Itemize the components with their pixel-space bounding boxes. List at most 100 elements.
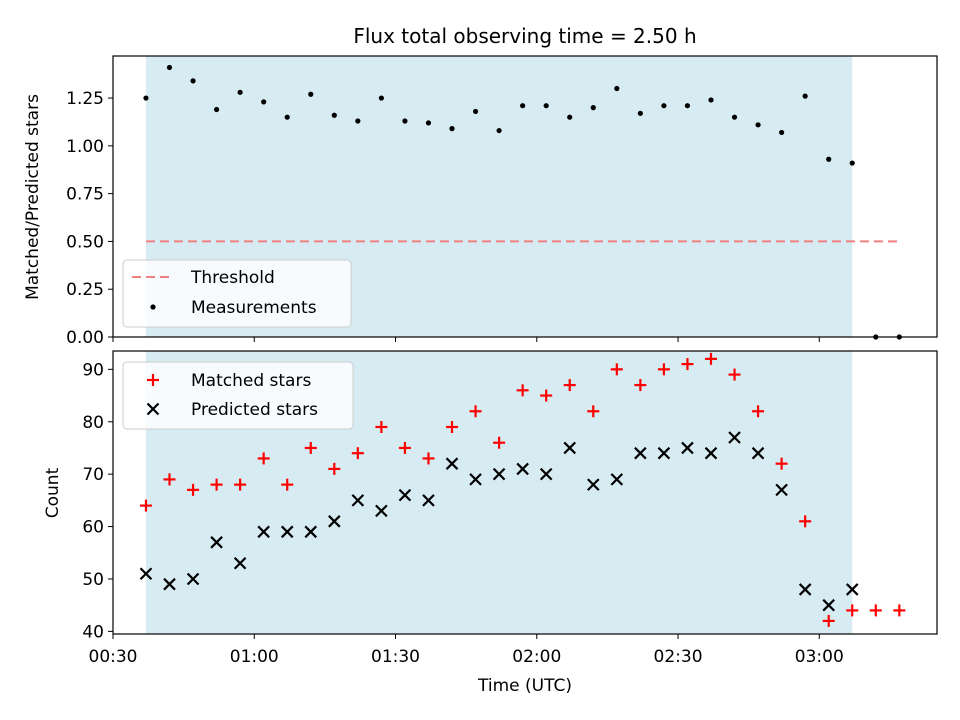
top-panel: 0.00 0.25 0.50 0.75 1.00 1.25 Matched/Predict… (23, 55, 938, 348)
top-ytick-label: 0.25 (66, 280, 104, 300)
measurement-point (614, 85, 620, 92)
x-axis-label: Time (UTC) (477, 676, 572, 696)
bottom-xtick-label: 03:00 (795, 647, 844, 667)
bottom-ytick-label: 60 (82, 518, 104, 538)
measurement-point (520, 103, 526, 109)
top-legend: Threshold Measurements (122, 259, 352, 328)
predicted-star-point (657, 446, 671, 460)
matched-star-point (257, 452, 270, 465)
bottom-ytick-label: 70 (82, 465, 104, 485)
top-ytick-label: 0.00 (66, 328, 104, 348)
measurement-point (826, 156, 832, 162)
predicted-star-point (492, 467, 506, 481)
matched-star-point (210, 478, 223, 491)
bottom-ytick-label: 40 (82, 622, 104, 642)
matched-star-point (610, 363, 623, 376)
predicted-star-point (351, 494, 365, 507)
matched-star-point (516, 384, 529, 397)
measurement-point (449, 126, 455, 132)
bottom-xtick-label: 02:30 (654, 647, 703, 667)
bottom-ytick-label: 80 (82, 413, 104, 433)
measurement-point (637, 110, 643, 116)
bottom-legend-box (122, 361, 354, 430)
measurement-point (472, 108, 479, 115)
matched-star-point (540, 389, 553, 402)
predicted-marker-b (351, 494, 365, 507)
bottom-yticks: 40 50 60 70 80 90 (82, 360, 113, 642)
predicted-star-point (775, 483, 788, 497)
predicted-star-point (728, 431, 741, 444)
measurement-point (661, 103, 667, 109)
matched-star-point (163, 473, 176, 486)
predicted-star-point (469, 473, 482, 486)
predicted-star-point (845, 583, 859, 596)
predicted-legend-label: Predicted stars (191, 400, 318, 420)
bottom-points-layer (139, 352, 906, 627)
bottom-legend: Matched stars Predicted stars (122, 361, 354, 430)
measurement-point (590, 105, 596, 111)
predicted-marker-b (328, 515, 341, 528)
predicted-marker-b (163, 577, 176, 591)
matched-star-point (328, 462, 341, 475)
predicted-star-point (280, 525, 294, 539)
measurement-point (143, 95, 149, 101)
matched-star-point (139, 499, 152, 512)
measurement-point (684, 103, 691, 109)
measurement-point (166, 64, 173, 71)
measurement-point (543, 103, 549, 109)
predicted-star-point (257, 525, 270, 539)
predicted-marker-b (280, 525, 294, 539)
matched-star-point (846, 604, 859, 617)
matched-star-point (681, 358, 694, 371)
predicted-marker-b (375, 504, 388, 518)
matched-star-point (704, 352, 717, 365)
measurement-point (378, 95, 384, 101)
predicted-marker-b (186, 572, 200, 586)
top-ytick-label: 1.25 (66, 89, 104, 109)
measurements-legend-swatch (150, 304, 156, 310)
predicted-star-point (634, 446, 647, 460)
top-legend-box (122, 259, 352, 328)
top-y-axis-label: Matched/Predicted stars (23, 94, 43, 300)
predicted-marker-b (657, 446, 671, 460)
bottom-y-axis-label: Count (43, 467, 63, 518)
predicted-star-point (233, 556, 247, 570)
bottom-xticks: 00:30 01:00 01:30 02:00 02:30 03:00 (89, 634, 844, 667)
predicted-star-point (210, 536, 223, 549)
measurement-point (708, 97, 714, 103)
matched-star-point (799, 515, 812, 528)
measurement-point (731, 114, 738, 120)
threshold-legend-label: Threshold (190, 268, 275, 288)
measurement-point (496, 127, 502, 134)
top-ytick-label: 0.75 (66, 185, 104, 205)
predicted-star-point (304, 525, 318, 539)
top-xticks (112, 337, 820, 342)
matched-star-point (493, 436, 506, 449)
predicted-marker-b (257, 525, 270, 539)
matched-star-point (375, 420, 388, 433)
predicted-star-point (445, 457, 459, 470)
measurement-point (755, 122, 761, 128)
predicted-star-point (139, 567, 153, 581)
predicted-legend-swatch (146, 402, 160, 416)
predicted-star-point (539, 467, 553, 481)
matched-star-point (563, 379, 576, 392)
measurement-point (308, 91, 314, 97)
bottom-ytick-label: 50 (82, 570, 104, 590)
predicted-marker-b (610, 473, 624, 486)
bottom-xtick-label: 00:30 (89, 647, 138, 667)
top-axes-frame (112, 55, 938, 338)
predicted-marker-b (422, 494, 435, 507)
predicted-marker-b (445, 457, 459, 470)
matched-star-point (234, 478, 247, 491)
top-yticks: 0.00 0.25 0.50 0.75 1.00 1.25 (66, 89, 113, 348)
predicted-marker-b (798, 583, 812, 596)
measurement-point (402, 118, 408, 124)
chart-title: Flux total observing time = 2.50 h (353, 24, 696, 48)
measurement-point (284, 114, 290, 120)
matched-star-point (422, 452, 435, 465)
measurement-point (237, 89, 243, 95)
predicted-star-point (822, 598, 835, 612)
matched-star-point (634, 379, 647, 392)
predicted-marker-b (516, 462, 529, 476)
